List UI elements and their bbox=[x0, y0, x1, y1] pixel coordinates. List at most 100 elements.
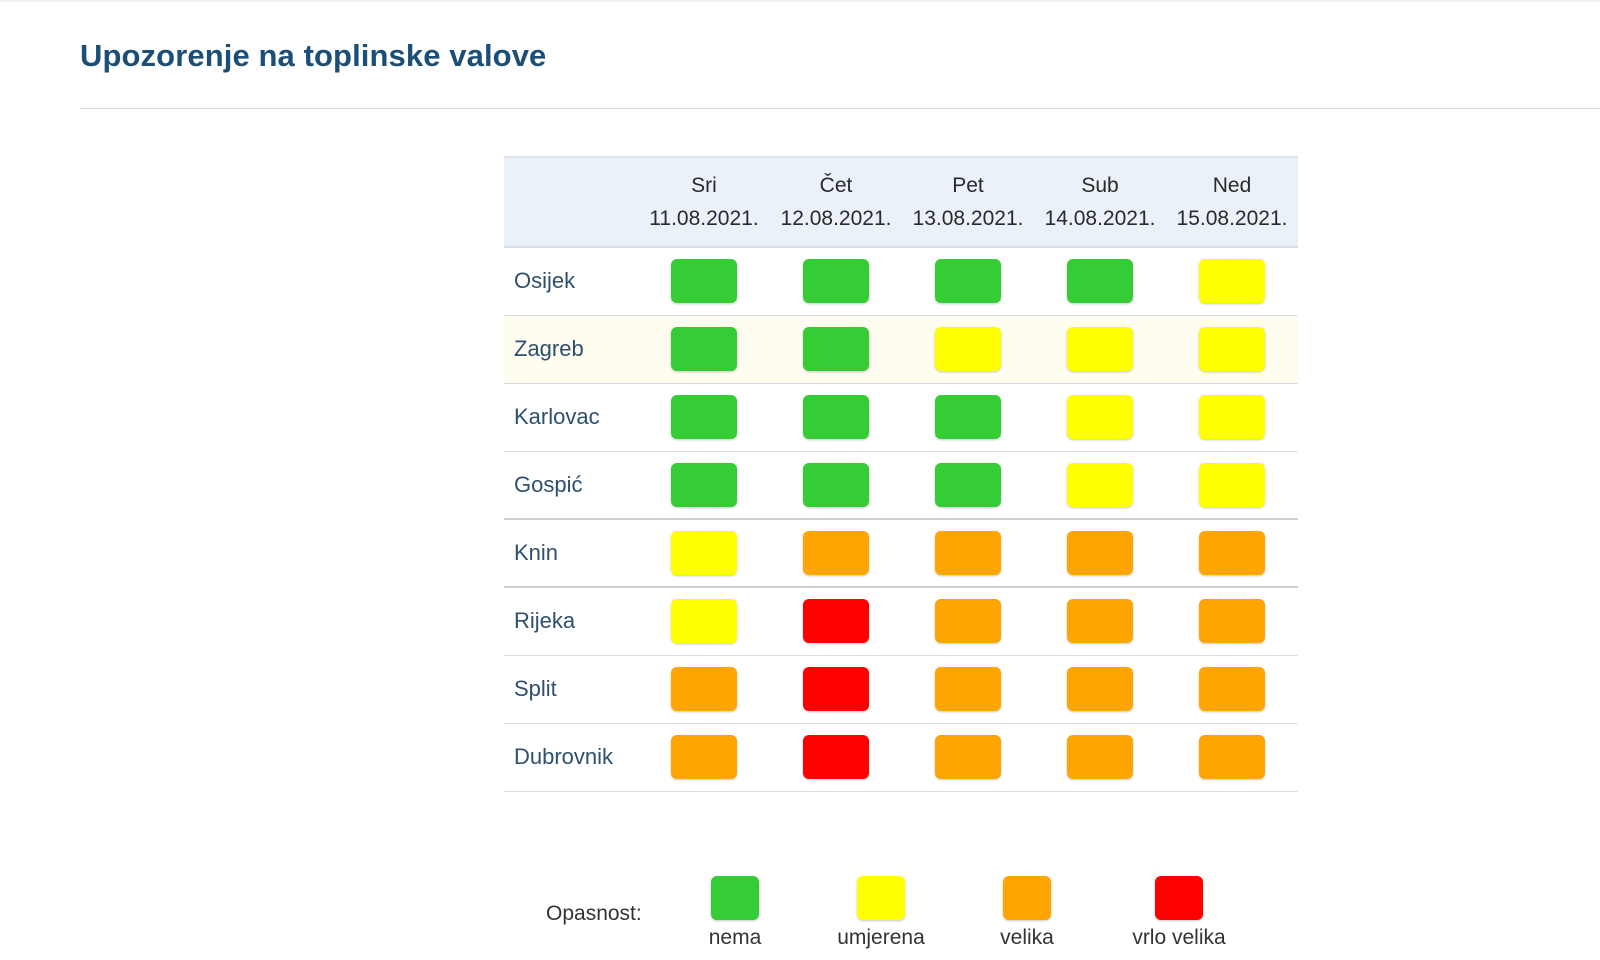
day-header: Čet 12.08.2021. bbox=[770, 157, 902, 248]
table-header-row: Sri 11.08.2021. Čet 12.08.2021. Pet 13.08.2… bbox=[504, 157, 1298, 248]
warning-swatch-velika bbox=[935, 667, 1001, 711]
warning-cell bbox=[1034, 315, 1166, 383]
day-name: Pet bbox=[952, 174, 984, 197]
warning-swatch-umjerena bbox=[1067, 462, 1133, 507]
warning-cell bbox=[1034, 519, 1166, 587]
warning-cell bbox=[1034, 451, 1166, 519]
city-name: Gospić bbox=[514, 471, 583, 497]
page-title: Upozorenje na toplinske valove bbox=[80, 38, 547, 73]
warning-cell bbox=[902, 451, 1034, 519]
legend-swatch bbox=[1003, 876, 1051, 920]
warning-cell bbox=[770, 587, 902, 655]
warning-cell bbox=[902, 247, 1034, 315]
warning-swatch-nema bbox=[803, 327, 869, 371]
warning-cell bbox=[770, 519, 902, 587]
warning-swatch-velika bbox=[1067, 735, 1133, 779]
warning-swatch-umjerena bbox=[1199, 462, 1265, 507]
warning-swatch-vrlo-velika bbox=[803, 735, 869, 779]
warning-cell bbox=[770, 655, 902, 723]
warning-swatch-vrlo-velika bbox=[803, 599, 869, 644]
city-name: Karlovac bbox=[514, 404, 600, 429]
warning-swatch-umjerena bbox=[1067, 327, 1133, 371]
warning-swatch-umjerena bbox=[935, 327, 1001, 371]
table-row: Gospić bbox=[504, 451, 1298, 519]
warning-cell bbox=[902, 655, 1034, 723]
warning-swatch-nema bbox=[671, 462, 737, 507]
city-name: Knin bbox=[514, 540, 559, 565]
warning-swatch-velika bbox=[935, 531, 1001, 575]
day-header: Pet 13.08.2021. bbox=[902, 157, 1034, 248]
warning-swatch-velika bbox=[935, 735, 1001, 779]
day-header: Sub 14.08.2021. bbox=[1034, 157, 1166, 248]
warning-swatch-velika bbox=[671, 735, 737, 779]
warning-cell bbox=[638, 519, 770, 587]
title-divider bbox=[80, 108, 1600, 109]
warning-swatch-velika bbox=[1199, 735, 1265, 779]
table-row: Split bbox=[504, 655, 1298, 723]
warning-swatch-nema bbox=[671, 259, 737, 304]
table-body: Osijek Zagreb Karlovac Gospić Knin Rijeka Spli… bbox=[504, 247, 1298, 791]
city-name: Split bbox=[514, 676, 557, 701]
warning-swatch-velika bbox=[1199, 599, 1265, 644]
warning-cell bbox=[638, 383, 770, 451]
city-name: Osijek bbox=[514, 268, 576, 294]
legend-item-label: velika bbox=[1000, 926, 1054, 949]
warning-cell bbox=[902, 587, 1034, 655]
warning-cell bbox=[1034, 247, 1166, 315]
heatwave-warning-table: Sri 11.08.2021. Čet 12.08.2021. Pet 13.08.2… bbox=[504, 156, 1298, 792]
warning-swatch-vrlo-velika bbox=[803, 667, 869, 711]
table-row: Karlovac bbox=[504, 383, 1298, 451]
table-row: Rijeka bbox=[504, 587, 1298, 655]
legend-item-umjerena: umjerena bbox=[806, 876, 956, 950]
warning-cell bbox=[902, 723, 1034, 791]
warning-swatch-umjerena bbox=[1199, 327, 1265, 371]
day-name: Čet bbox=[819, 174, 853, 197]
legend-item-label: umjerena bbox=[837, 926, 925, 949]
warning-swatch-velika bbox=[1067, 531, 1133, 575]
warning-cell bbox=[770, 247, 902, 315]
warning-swatch-nema bbox=[935, 462, 1001, 507]
header-corner bbox=[504, 157, 638, 248]
day-date: 11.08.2021. bbox=[649, 207, 759, 230]
legend-item-nema: nema bbox=[660, 876, 810, 950]
day-name: Sub bbox=[1081, 174, 1119, 197]
legend-swatch bbox=[1155, 876, 1203, 920]
warning-cell bbox=[638, 247, 770, 315]
warning-cell bbox=[1166, 519, 1298, 587]
warning-swatch-nema bbox=[803, 462, 869, 507]
warning-swatch-velika bbox=[1199, 667, 1265, 711]
city-name: Dubrovnik bbox=[514, 744, 614, 769]
table-row: Knin bbox=[504, 519, 1298, 587]
legend-item-label: vrlo velika bbox=[1132, 926, 1226, 949]
warning-cell bbox=[1034, 655, 1166, 723]
warning-cell bbox=[902, 519, 1034, 587]
warning-cell bbox=[638, 723, 770, 791]
warning-cell bbox=[1034, 587, 1166, 655]
legend-swatch bbox=[857, 876, 905, 920]
warning-cell bbox=[1034, 723, 1166, 791]
warning-swatch-nema bbox=[803, 259, 869, 304]
warning-swatch-nema bbox=[935, 259, 1001, 304]
table-row: Zagreb bbox=[504, 315, 1298, 383]
warning-swatch-umjerena bbox=[1199, 259, 1265, 304]
warning-cell bbox=[1034, 383, 1166, 451]
warning-cell bbox=[638, 451, 770, 519]
warning-cell bbox=[902, 315, 1034, 383]
city-name: Zagreb bbox=[514, 336, 584, 361]
warning-cell bbox=[1166, 315, 1298, 383]
warning-swatch-velika bbox=[935, 599, 1001, 644]
table-row: Dubrovnik bbox=[504, 723, 1298, 791]
legend-label: Opasnost: bbox=[546, 902, 642, 925]
warning-cell bbox=[770, 723, 902, 791]
warning-cell bbox=[1166, 723, 1298, 791]
warning-swatch-velika bbox=[1199, 531, 1265, 575]
day-header: Sri 11.08.2021. bbox=[638, 157, 770, 248]
warning-swatch-nema bbox=[935, 395, 1001, 439]
day-name: Sri bbox=[691, 174, 717, 197]
top-edge bbox=[0, 0, 1600, 2]
warning-swatch-velika bbox=[671, 667, 737, 711]
legend-swatch bbox=[711, 876, 759, 920]
warning-cell bbox=[902, 383, 1034, 451]
warning-swatch-umjerena bbox=[671, 599, 737, 644]
